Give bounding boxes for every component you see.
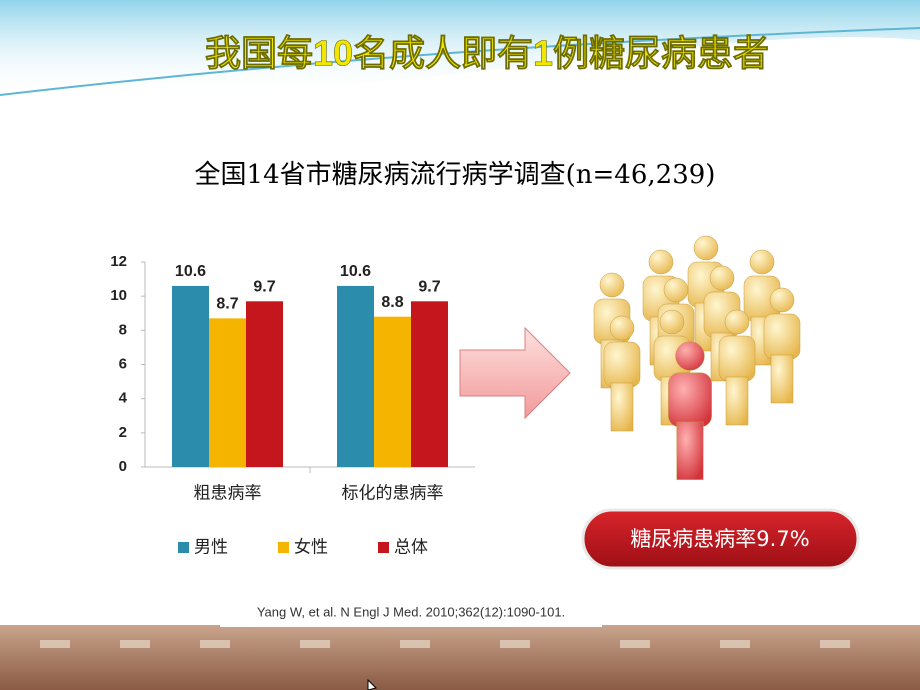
person-head	[724, 309, 750, 335]
y-tick-label: 12	[110, 253, 127, 270]
swoosh-line	[0, 27, 920, 96]
person-head	[675, 341, 705, 371]
citation-box	[220, 599, 602, 627]
y-tick-label: 4	[119, 390, 128, 407]
bar	[411, 301, 448, 467]
legend-label: 男性	[194, 537, 228, 556]
x-tick-label: 粗患病率	[194, 483, 262, 502]
header-swoosh	[0, 0, 920, 97]
y-tick-label: 0	[119, 458, 127, 475]
person-head	[648, 249, 674, 275]
legend-swatch	[178, 542, 189, 553]
y-tick-label: 10	[110, 287, 127, 304]
person-body	[763, 313, 801, 360]
building-strip	[0, 625, 920, 690]
windows	[40, 640, 850, 648]
slide-title: 我国每10名成人即有1例糖尿病患者	[205, 33, 769, 74]
cursor	[367, 678, 377, 690]
person-legs	[610, 382, 634, 432]
person-head	[709, 265, 735, 291]
person-legs	[676, 421, 704, 480]
person-head	[663, 277, 689, 303]
arrow	[459, 326, 571, 420]
value-label: 9.7	[418, 279, 440, 296]
legend-swatch	[378, 542, 389, 553]
y-tick-label: 6	[119, 355, 127, 372]
legend-swatch	[278, 542, 289, 553]
person-legs	[725, 376, 749, 426]
person-head	[659, 309, 685, 335]
bar	[246, 301, 283, 467]
y-tick-label: 2	[119, 424, 127, 441]
citation: Yang W, et al. N Engl J Med. 2010;362(12…	[257, 604, 565, 619]
people-icons	[593, 235, 801, 480]
value-label: 8.8	[381, 294, 403, 311]
legend-label: 总体	[394, 537, 428, 556]
value-label: 10.6	[175, 263, 206, 280]
value-label: 8.7	[216, 296, 238, 313]
person-head	[749, 249, 775, 275]
person-body	[718, 335, 756, 382]
person-body	[603, 341, 641, 388]
person-head	[599, 272, 625, 298]
bar	[337, 285, 374, 467]
person-legs	[770, 354, 794, 404]
bar	[209, 318, 246, 467]
value-label: 9.7	[253, 279, 275, 296]
person-head	[769, 287, 795, 313]
person-head	[693, 235, 719, 261]
person-body	[668, 372, 712, 428]
bar	[374, 316, 411, 467]
bar	[172, 285, 209, 467]
badge-text: 糖尿病患病率9.7%	[630, 527, 809, 551]
x-tick-label: 标化的患病率	[342, 483, 444, 502]
person-head	[609, 315, 635, 341]
value-label: 10.6	[340, 263, 371, 280]
chart-title: 全国14省市糖尿病流行病学调查(n=46,239)	[195, 160, 716, 190]
y-tick-label: 8	[119, 321, 127, 338]
legend-label: 女性	[294, 537, 328, 556]
badge-box	[581, 508, 860, 570]
